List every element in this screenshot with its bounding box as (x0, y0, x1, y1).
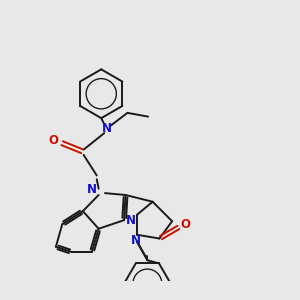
Text: O: O (49, 134, 58, 147)
Text: N: N (102, 122, 112, 135)
Text: N: N (131, 234, 141, 247)
Text: N: N (87, 183, 97, 196)
Text: N: N (126, 214, 136, 227)
Text: O: O (181, 218, 190, 231)
